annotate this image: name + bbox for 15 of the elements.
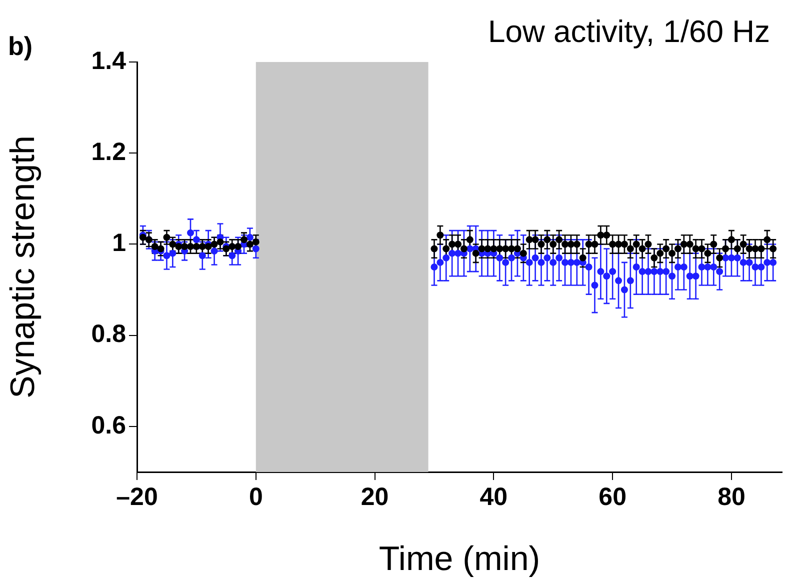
- x-tick-label: 40: [480, 482, 508, 511]
- x-tick-label: 80: [718, 482, 746, 511]
- x-tick-label: 0: [248, 482, 263, 511]
- x-tick-label: 60: [598, 482, 626, 511]
- y-tick-label: 1.2: [91, 138, 126, 166]
- y-tick-label: 1: [112, 229, 126, 258]
- y-tick-label: 0.6: [91, 411, 126, 440]
- x-tick-label: –20: [116, 482, 158, 511]
- chart-title: Low activity, 1/60 Hz: [488, 14, 770, 49]
- y-tick-label: 0.8: [91, 320, 126, 348]
- text: b): [8, 31, 33, 61]
- y-axis-title: Synaptic strength: [4, 136, 42, 398]
- x-axis-title: Time (min): [378, 540, 540, 578]
- y-tick-label: 1.4: [91, 46, 126, 75]
- x-tick-label: 20: [360, 482, 389, 511]
